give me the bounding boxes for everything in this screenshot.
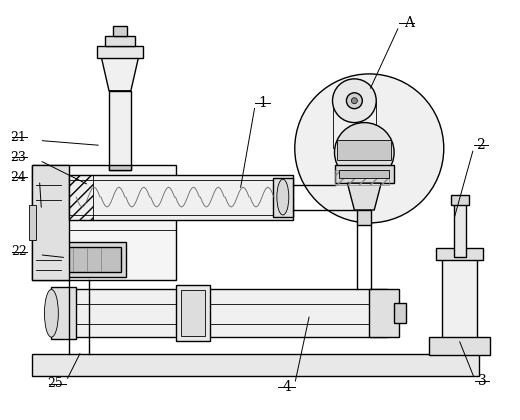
Bar [340,170,389,178]
Circle shape [295,74,444,223]
Text: 2: 2 [476,139,485,152]
Bar [429,337,490,355]
Bar [109,91,131,170]
Text: 25: 25 [47,377,63,390]
Text: 4: 4 [283,380,292,394]
Text: 1: 1 [258,96,267,110]
Polygon shape [101,56,139,91]
Text: 23: 23 [11,151,27,164]
Ellipse shape [277,179,289,215]
Bar [454,202,465,257]
Bar [451,195,469,205]
Bar [32,165,176,280]
Bar [180,291,205,336]
Text: 21: 21 [11,131,27,144]
Text: 24: 24 [11,171,27,184]
Text: 22: 22 [11,245,27,258]
Bar [105,36,135,46]
Bar [32,354,478,376]
Bar [394,303,406,323]
Bar [442,255,476,339]
Bar [69,175,293,220]
Bar [109,165,131,170]
Circle shape [332,79,376,123]
Circle shape [346,93,362,109]
Bar [32,165,69,280]
Bar [369,289,399,337]
Ellipse shape [44,289,58,337]
Bar [42,247,121,272]
Circle shape [352,98,357,104]
Bar [113,26,127,36]
Bar [51,287,76,339]
Bar [69,289,387,337]
Bar [337,140,391,160]
Polygon shape [347,183,381,210]
Circle shape [334,123,394,182]
Bar [273,178,293,217]
Bar [36,242,126,276]
Bar [436,248,483,260]
Bar [176,286,210,341]
Text: 3: 3 [477,374,486,388]
Text: A: A [404,16,414,30]
Bar [357,210,371,225]
Bar [334,165,394,183]
Bar [97,46,143,58]
Bar [29,205,36,240]
